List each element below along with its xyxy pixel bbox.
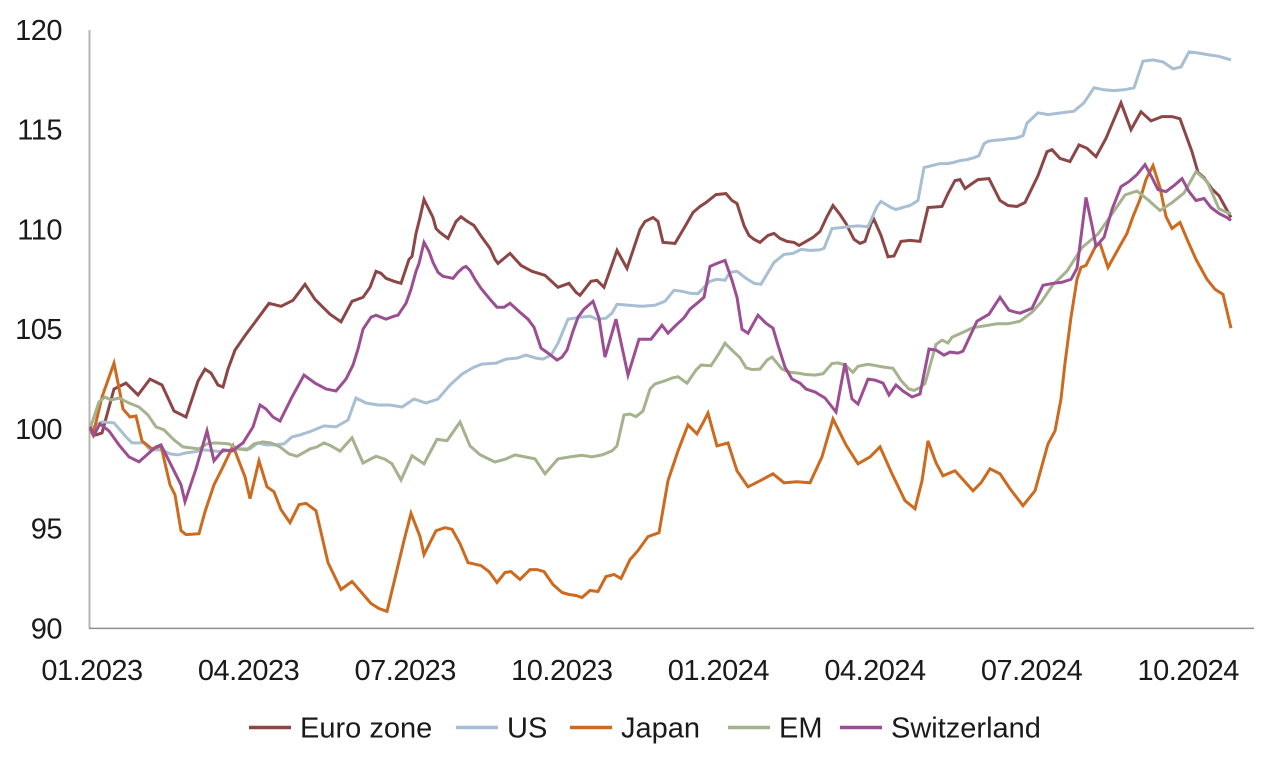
svg-text:US: US xyxy=(507,713,547,745)
svg-text:07.2023: 07.2023 xyxy=(355,655,456,687)
svg-text:07.2024: 07.2024 xyxy=(981,655,1083,687)
svg-text:Euro zone: Euro zone xyxy=(300,713,432,745)
svg-text:04.2024: 04.2024 xyxy=(824,655,926,687)
svg-text:04.2023: 04.2023 xyxy=(198,655,299,687)
svg-text:110: 110 xyxy=(17,215,62,247)
svg-text:01.2023: 01.2023 xyxy=(41,655,142,687)
svg-text:10.2023: 10.2023 xyxy=(511,655,612,687)
svg-text:120: 120 xyxy=(15,15,62,47)
svg-text:Japan: Japan xyxy=(621,713,700,745)
svg-text:EM: EM xyxy=(779,713,823,745)
svg-text:105: 105 xyxy=(15,314,62,346)
svg-text:115: 115 xyxy=(17,115,62,147)
svg-text:01.2024: 01.2024 xyxy=(668,655,770,687)
svg-text:10.2024: 10.2024 xyxy=(1138,655,1240,687)
svg-text:100: 100 xyxy=(15,414,62,446)
svg-text:95: 95 xyxy=(31,514,62,546)
svg-text:90: 90 xyxy=(31,613,62,645)
svg-text:Switzerland: Switzerland xyxy=(891,713,1041,745)
